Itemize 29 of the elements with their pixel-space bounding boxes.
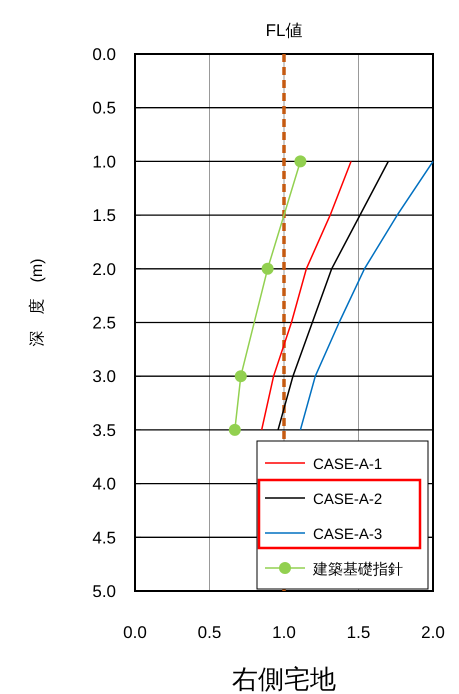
y-tick-label: 3.0 [92, 367, 116, 386]
y-tick-label: 2.0 [92, 260, 116, 279]
x-tick-label: 1.0 [272, 623, 296, 642]
y-tick-label: 5.0 [92, 582, 116, 601]
y-tick-label: 2.5 [92, 314, 116, 332]
legend-label: CASE-A-3 [313, 526, 382, 543]
x-tick-label: 0.5 [198, 623, 222, 642]
y-tick-label: 3.5 [92, 420, 116, 440]
legend-label: CASE-A-1 [313, 456, 382, 473]
chart-title: FL値 [266, 21, 302, 40]
y-tick-label: 4.5 [92, 528, 116, 548]
y-tick-label: 0.5 [92, 98, 116, 118]
x-tick-label: 2.0 [421, 623, 445, 642]
y-tick-label: 1.5 [92, 206, 116, 226]
x-tick-label: 0.0 [123, 623, 147, 642]
legend-label: 建築基礎指針 [312, 561, 403, 578]
point [294, 155, 306, 168]
point [262, 262, 274, 275]
point [234, 370, 247, 382]
y-tick-label: 4.0 [92, 474, 116, 494]
text: 右側宅地 [232, 665, 336, 694]
y-tick-label: 0.0 [92, 45, 116, 64]
y-axis-title: 深 度 (m) [28, 258, 46, 346]
line-series [300, 160, 434, 431]
y-tick-label: 1.0 [92, 152, 116, 172]
x-tick-label: 1.5 [346, 623, 370, 642]
point [228, 424, 241, 436]
legend-label: CASE-A-2 [313, 491, 382, 508]
line-series [260, 160, 352, 431]
